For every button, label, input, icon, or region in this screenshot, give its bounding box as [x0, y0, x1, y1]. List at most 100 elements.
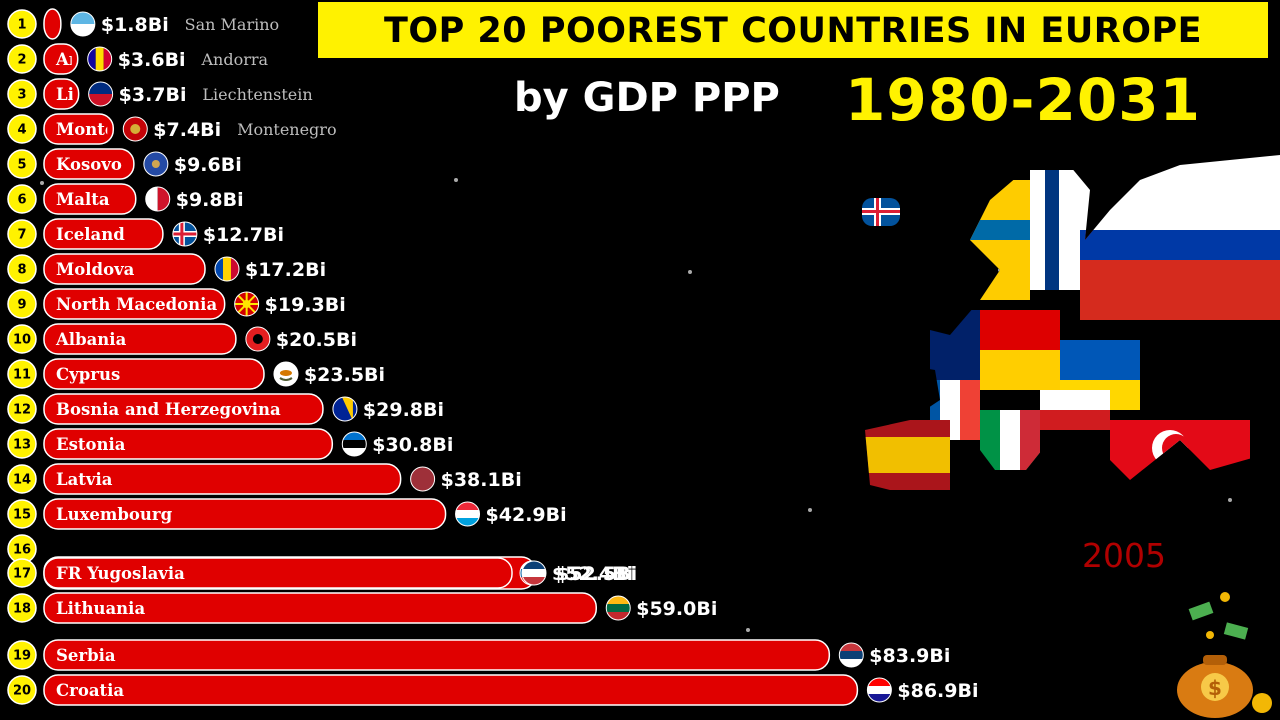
value-label: $83.9Bi: [869, 645, 950, 667]
bar: [43, 358, 265, 390]
bar-row-20: 20 Croatia $86.9Bi: [7, 674, 978, 706]
bar-label: An: [55, 50, 81, 69]
rank-number: 20: [13, 684, 31, 699]
liechtenstein-flag-icon: [88, 81, 114, 107]
rank-badge: [7, 640, 37, 670]
bar: [43, 78, 80, 110]
value-label: $42.9Bi: [486, 504, 567, 526]
bar-label: Lithuania: [56, 599, 145, 618]
bar-label: Monte: [56, 120, 115, 139]
lithuania-flag-icon: [605, 595, 631, 621]
rank-badge: [7, 558, 37, 588]
svg-text:$: $: [1208, 676, 1222, 700]
rank-number: 16: [13, 543, 31, 558]
rank-number: 18: [13, 602, 31, 617]
chart-title: TOP 20 POOREST COUNTRIES IN EUROPE: [318, 2, 1268, 58]
iceland-flag-icon: [172, 221, 198, 247]
chart-subtitle: by GDP PPP: [514, 75, 780, 121]
value-label: $23.5Bi: [304, 364, 385, 386]
bar-row-11: 11 Cyprus $23.5Bi: [7, 358, 385, 390]
country-name: Montenegro: [237, 120, 337, 139]
bar-row-5: 5 Kosovo $9.6Bi: [7, 148, 242, 180]
rank-number: 15: [13, 508, 31, 523]
country-name: Liechtenstein: [202, 85, 312, 104]
bar: [43, 557, 513, 589]
star-decoration: [40, 181, 44, 185]
rank-number: 2: [17, 53, 26, 68]
rank-number: 3: [17, 88, 26, 103]
rank-number: 8: [17, 263, 26, 278]
star-decoration: [454, 178, 458, 182]
bar: [43, 43, 79, 75]
europe-flag-map-icon: [862, 155, 1280, 500]
bar-label: Moldova: [56, 260, 135, 279]
rank-badge: [7, 79, 37, 109]
bar-row-8: 8 Moldova $17.2Bi: [7, 253, 326, 285]
rank-badge: [7, 359, 37, 389]
bar: [43, 592, 597, 624]
bar-label: Albania: [55, 330, 127, 349]
bar-row-1: 1 S $1.8Bi San Marino: [7, 8, 279, 40]
bar: [43, 113, 115, 145]
rank-number: 14: [13, 473, 31, 488]
bar: [43, 498, 447, 530]
bar-label: Li: [56, 85, 74, 104]
bar-row-2: 2 An $3.6Bi Andorra: [7, 43, 269, 75]
value-label: $52.5Bi: [556, 563, 637, 585]
rank-badge: [7, 114, 37, 144]
bar-row-3: 3 Li $3.7Bi Liechtenstein: [7, 78, 313, 110]
bar: [43, 8, 62, 40]
bar: [43, 288, 226, 320]
value-label: $30.8Bi: [372, 434, 453, 456]
bar-row-15: 15 Luxembourg $42.9Bi: [7, 498, 567, 530]
rank-number: 12: [13, 403, 31, 418]
star-decoration: [808, 508, 812, 512]
bar-row-19: 19 Serbia $83.9Bi: [7, 639, 950, 671]
value-label: $3.6Bi: [118, 49, 186, 71]
value-label: $7.4Bi: [153, 119, 221, 141]
bar-row-18: 18 Lithuania $59.0Bi: [7, 592, 717, 624]
bar: [43, 463, 402, 495]
value-label: $9.8Bi: [176, 189, 244, 211]
star-decoration: [688, 270, 692, 274]
bar-row-12: 12 Bosnia and Herzegovina $29.8Bi: [7, 393, 444, 425]
bar: [43, 183, 137, 215]
montenegro-flag-icon: [122, 116, 148, 142]
bar: [43, 393, 324, 425]
rank-badge: [7, 219, 37, 249]
cyprus-flag-icon: [273, 361, 299, 387]
san-marino-flag-icon: [70, 11, 96, 37]
estonia-flag-icon: [341, 431, 367, 457]
serbia-flag-icon: [838, 642, 864, 668]
bosnia-flag-icon: [332, 396, 358, 422]
rank-badge: [7, 149, 37, 179]
rank-number: 11: [13, 368, 31, 383]
bar-row-13: 13 Estonia $30.8Bi: [7, 428, 453, 460]
north-macedonia-flag-icon: [234, 291, 260, 317]
bar-row-17: 17 FR Yugoslavia $52.4Bi: [7, 557, 633, 589]
bar-label: Luxembourg: [56, 505, 173, 524]
luxembourg-flag-icon: [455, 501, 481, 527]
rank-badge: [7, 429, 37, 459]
rank-badge: [7, 44, 37, 74]
rank-badge: [7, 593, 37, 623]
value-label: $17.2Bi: [245, 259, 326, 281]
value-label: $86.9Bi: [897, 680, 978, 702]
star-decoration: [746, 628, 750, 632]
andorra-flag-icon: [87, 46, 113, 72]
rank-number: 17: [13, 567, 31, 582]
bar-row-4: 4 Monte $7.4Bi Montenegro: [7, 113, 337, 145]
bar: [43, 218, 164, 250]
rank-number: 13: [13, 438, 31, 453]
bar-label: FR Yugoslavia: [56, 564, 185, 583]
rank-number: 9: [17, 298, 26, 313]
bar: [43, 639, 831, 671]
rank-number: 1: [17, 18, 26, 33]
value-label: $52.4Bi: [552, 563, 633, 585]
bar: [43, 323, 237, 355]
star-decoration: [1228, 498, 1232, 502]
rank-badge: [7, 9, 37, 39]
value-label: $1.8Bi: [101, 14, 169, 36]
bar-row-14: 14 Latvia $38.1Bi: [7, 463, 522, 495]
